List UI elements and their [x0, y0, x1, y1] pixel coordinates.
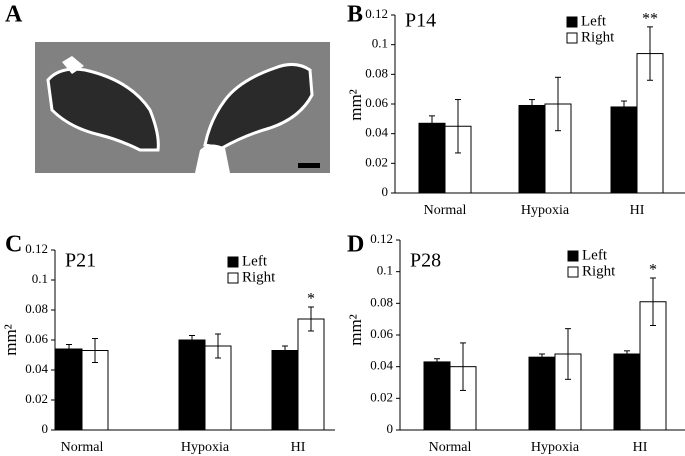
bar — [271, 350, 299, 431]
scale-bar — [298, 163, 320, 168]
error-bar — [565, 328, 571, 380]
error-bar — [621, 100, 627, 114]
y-tick-label: 0.08 — [370, 294, 393, 309]
third-ventricle — [195, 144, 230, 173]
x-tick-label: Hypoxia — [521, 203, 570, 218]
micrograph — [35, 42, 330, 173]
error-bar — [624, 350, 630, 358]
y-tick-label: 0.1 — [32, 271, 48, 286]
x-tick-label: Hypoxia — [531, 440, 580, 455]
error-bar — [460, 342, 466, 391]
error-bar — [647, 26, 653, 81]
y-tick-label: 0 — [42, 421, 49, 436]
bar — [55, 348, 83, 431]
bar — [528, 356, 556, 431]
y-tick-label: 0.02 — [25, 391, 48, 406]
legend-label: Right — [242, 269, 276, 285]
legend-swatch — [227, 272, 239, 284]
error-bar — [282, 345, 288, 356]
y-tick-label: 0.06 — [365, 95, 388, 110]
error-bar — [555, 76, 561, 132]
error-bar — [215, 333, 221, 359]
y-tick-label: 0 — [387, 421, 394, 436]
error-bar — [529, 99, 535, 112]
chart-title: P28 — [410, 250, 441, 272]
significance-annotation: * — [649, 262, 657, 279]
error-bar — [92, 338, 98, 363]
error-bar — [189, 335, 195, 345]
x-tick-label: Normal — [61, 440, 104, 455]
x-tick-label: Hypoxia — [181, 440, 230, 455]
y-tick-label: 0.12 — [365, 6, 388, 21]
y-axis-label: mm² — [346, 314, 365, 346]
bar — [81, 350, 109, 431]
bar — [613, 353, 641, 431]
legend-swatch — [566, 16, 578, 28]
y-tick-label: 0.04 — [25, 361, 48, 376]
x-tick-label: Normal — [429, 440, 472, 455]
error-bar — [66, 344, 72, 354]
y-tick-label: 0.1 — [377, 263, 393, 278]
bar — [444, 125, 472, 194]
y-tick-label: 0.02 — [370, 389, 393, 404]
error-bar — [308, 306, 314, 332]
bar — [418, 122, 446, 194]
bar — [518, 104, 546, 194]
y-tick-label: 0.12 — [25, 241, 48, 256]
chart-panel: D P28 mm² 0 0.02 0.04 0.06 0.08 0.1 0.12 Normal Hyp… — [346, 231, 685, 455]
y-tick-label: 0.04 — [370, 358, 393, 373]
panel-label: B — [347, 2, 363, 28]
x-tick-label: HI — [630, 203, 645, 218]
legend-swatch — [566, 32, 578, 44]
legend-label: Right — [582, 263, 616, 279]
legend-swatch — [567, 250, 579, 262]
significance-annotation: * — [307, 291, 315, 308]
bar — [423, 361, 451, 431]
left-ventricle-outline — [46, 67, 160, 152]
y-tick-label: 0.12 — [370, 231, 393, 246]
y-tick-label: 0.02 — [365, 154, 388, 169]
legend-swatch — [227, 256, 239, 268]
bar — [297, 318, 325, 431]
bar — [610, 106, 638, 194]
chart-panel: B P14 mm² 0 0.02 0.04 0.06 0.08 0.1 0.12 Normal Hyp… — [346, 2, 685, 218]
bar — [204, 345, 232, 431]
chart-panel: C P21 mm² 0 0.02 0.04 0.06 0.08 0.1 0.12 Normal Hyp… — [1, 232, 335, 455]
significance-annotation: ** — [642, 11, 658, 28]
error-bar — [539, 353, 545, 361]
artifact — [62, 56, 84, 74]
y-axis-label: mm² — [346, 89, 365, 121]
error-bar — [455, 99, 461, 154]
error-bar — [429, 115, 435, 132]
legend-swatch — [567, 266, 579, 278]
y-tick-label: 0.1 — [372, 36, 388, 51]
y-tick-label: 0.04 — [365, 125, 388, 140]
legend-label: Left — [581, 13, 607, 29]
y-tick-label: 0.08 — [365, 65, 388, 80]
panel-label: C — [5, 232, 22, 258]
y-tick-label: 0 — [382, 184, 389, 199]
legend-label: Right — [581, 29, 615, 45]
y-tick-label: 0.06 — [25, 331, 48, 346]
panel-label: A — [5, 2, 23, 28]
x-tick-label: HI — [291, 440, 306, 455]
legend-label: Left — [242, 253, 268, 269]
legend-label: Left — [582, 247, 608, 263]
y-tick-label: 0.08 — [25, 301, 48, 316]
chart-title: P14 — [405, 10, 436, 32]
error-bar — [650, 277, 656, 326]
chart-title: P21 — [65, 250, 96, 272]
panel-label: D — [347, 232, 364, 258]
right-ventricle-outline — [203, 63, 314, 150]
x-tick-label: HI — [633, 440, 648, 455]
error-bar — [434, 358, 440, 366]
x-tick-label: Normal — [424, 203, 467, 218]
y-axis-label: mm² — [1, 324, 20, 356]
bar — [178, 339, 206, 431]
y-tick-label: 0.06 — [370, 326, 393, 341]
